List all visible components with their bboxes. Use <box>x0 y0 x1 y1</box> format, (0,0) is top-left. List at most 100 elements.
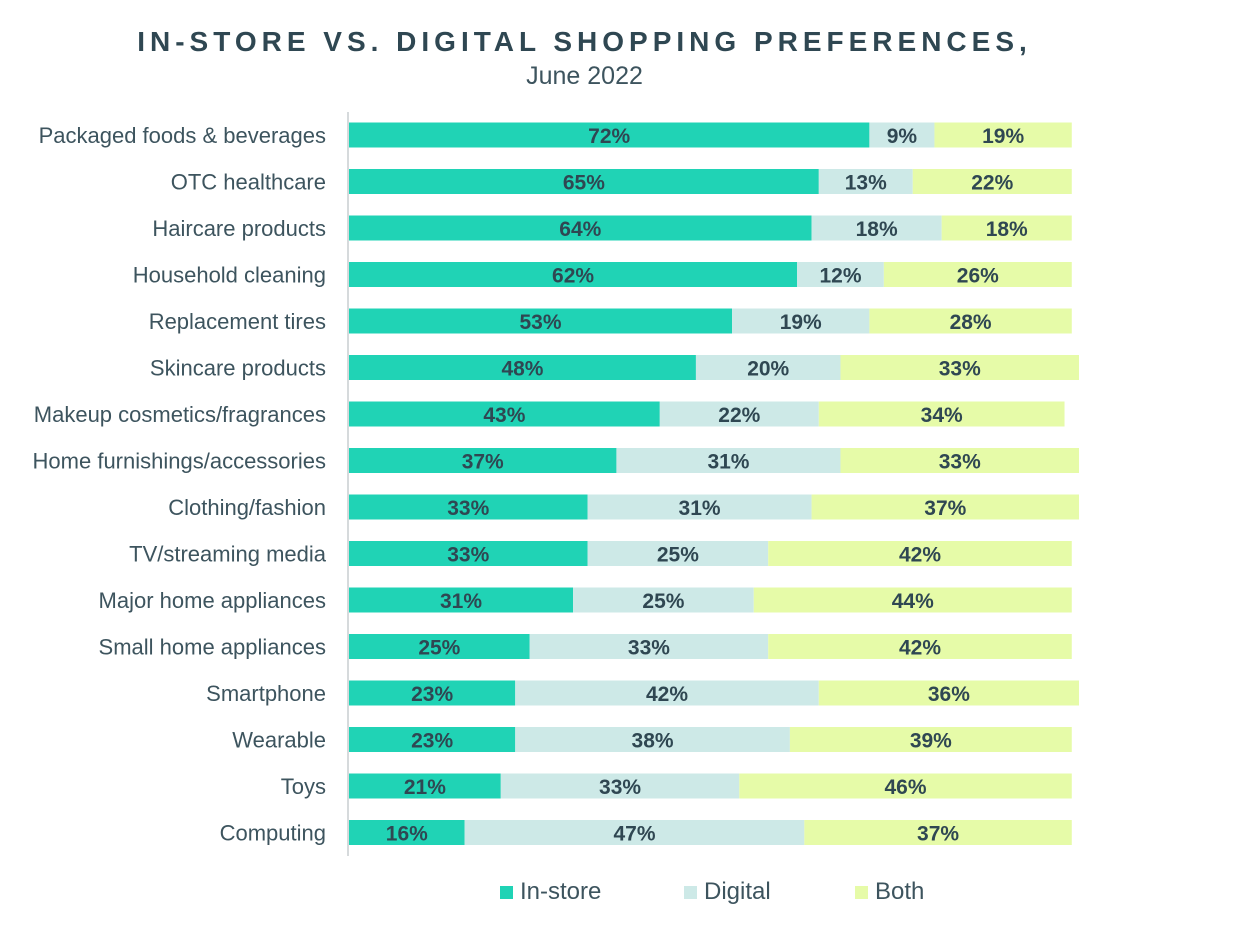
data-label: 39% <box>910 730 952 753</box>
bar-segment-in-store <box>349 169 819 194</box>
bar-segment-both <box>753 587 1072 613</box>
data-label: 48% <box>501 358 543 381</box>
data-label: 42% <box>646 683 688 706</box>
data-label: 19% <box>982 125 1024 148</box>
bar-segment-in-store <box>349 587 574 613</box>
bar-segment-in-store <box>349 680 516 706</box>
bar-segment-in-store <box>349 494 588 520</box>
bar-segment-both <box>768 634 1072 659</box>
bar-segment-in-store <box>349 820 465 845</box>
category-label: Toys <box>281 774 326 799</box>
bar-segment-both <box>818 401 1065 427</box>
data-label: 22% <box>718 404 760 427</box>
category-label: Small home appliances <box>99 635 326 660</box>
bar-segment-in-store <box>349 262 798 287</box>
category-label: Computing <box>220 821 326 846</box>
bar-segment-in-store <box>349 448 617 473</box>
data-label: 31% <box>679 497 721 520</box>
data-label: 25% <box>657 544 699 567</box>
data-label: 23% <box>411 683 453 706</box>
category-label: Wearable <box>232 728 326 753</box>
bar-segment-in-store <box>349 308 733 334</box>
data-label: 28% <box>950 311 992 334</box>
data-label: 18% <box>986 218 1028 241</box>
data-label: 23% <box>411 730 453 753</box>
bar-segment-both <box>840 355 1079 380</box>
category-label: Packaged foods & beverages <box>39 123 326 148</box>
data-label: 31% <box>440 590 482 613</box>
data-label: 46% <box>885 776 927 799</box>
category-label: Major home appliances <box>99 588 326 613</box>
data-label: 38% <box>632 730 674 753</box>
bar-segment-digital <box>659 401 819 427</box>
data-label: 33% <box>939 358 981 381</box>
bar-segment-digital <box>695 355 841 380</box>
chart-subtitle: June 2022 <box>526 62 643 90</box>
data-label: 42% <box>899 637 941 660</box>
data-label: 13% <box>845 172 887 195</box>
bar-segment-both <box>739 773 1072 799</box>
bar-segment-in-store <box>349 401 660 427</box>
bar-segment-digital <box>811 215 942 241</box>
legend-swatch-digital <box>684 885 697 899</box>
data-label: 64% <box>559 218 601 241</box>
chart-area: Packaged foods & beverages 72% 9% 19% OTC he… <box>33 112 1079 856</box>
data-label: 36% <box>928 683 970 706</box>
data-label: 9% <box>887 125 918 148</box>
bar-segment-digital <box>529 634 769 659</box>
data-label: 33% <box>599 776 641 799</box>
data-label: 72% <box>588 125 630 148</box>
category-label: Makeup cosmetics/fragrances <box>34 402 326 427</box>
bar-segment-digital <box>732 308 870 334</box>
data-label: 37% <box>917 823 959 846</box>
bar-segment-in-store <box>349 355 696 380</box>
data-label: 18% <box>856 218 898 241</box>
bar-segment-digital <box>818 169 913 194</box>
data-label: 43% <box>483 404 525 427</box>
category-label: Skincare products <box>150 356 326 381</box>
category-label: TV/streaming media <box>129 542 327 567</box>
bar-segment-digital <box>797 262 884 287</box>
category-label: Smartphone <box>206 681 326 706</box>
data-label: 44% <box>892 590 934 613</box>
data-label: 33% <box>628 637 670 660</box>
bar-segment-both <box>818 680 1079 706</box>
data-label: 25% <box>642 590 684 613</box>
bar-segment-in-store <box>349 727 516 752</box>
chart-title: IN-STORE VS. DIGITAL SHOPPING PREFERENCE… <box>137 26 1032 57</box>
bar-segment-both <box>804 820 1072 845</box>
bar-segment-digital <box>616 448 841 473</box>
bar-segment-both <box>869 308 1072 334</box>
legend-item-both: Both <box>855 878 924 906</box>
bar-segment-both <box>811 494 1079 520</box>
legend-swatch-in-store <box>500 885 513 899</box>
bar-segment-both <box>768 541 1072 566</box>
category-label: OTC healthcare <box>171 170 326 195</box>
data-label: 47% <box>613 823 655 846</box>
category-label: Household cleaning <box>133 263 326 288</box>
data-label: 33% <box>447 544 489 567</box>
bar-segment-digital <box>500 773 740 799</box>
bar-segment-digital <box>587 541 769 566</box>
bar-segment-both <box>912 169 1072 194</box>
data-label: 37% <box>462 451 504 474</box>
bar-segment-digital <box>869 122 935 148</box>
bar-segment-both <box>883 262 1072 287</box>
data-label: 37% <box>924 497 966 520</box>
data-label: 16% <box>386 823 428 846</box>
data-label: 31% <box>707 451 749 474</box>
bar-segment-digital <box>573 587 754 613</box>
bar-segment-in-store <box>349 122 870 148</box>
legend: In-store Digital Both <box>0 878 1239 910</box>
bar-segment-digital <box>464 820 805 845</box>
category-label: Clothing/fashion <box>168 495 326 520</box>
bar-segment-both <box>840 448 1079 473</box>
data-label: 22% <box>971 172 1013 195</box>
data-label: 19% <box>780 311 822 334</box>
legend-label-digital: Digital <box>704 878 771 905</box>
bar-segment-digital <box>587 494 812 520</box>
bar-segment-digital <box>515 727 790 752</box>
category-label: Replacement tires <box>149 309 326 334</box>
data-label: 33% <box>447 497 489 520</box>
legend-swatch-both <box>855 885 868 899</box>
